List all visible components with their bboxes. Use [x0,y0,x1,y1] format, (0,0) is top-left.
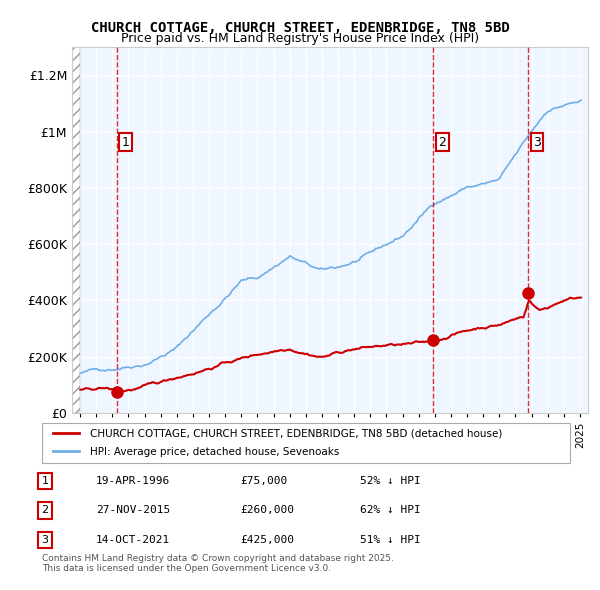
Text: HPI: Average price, detached house, Sevenoaks: HPI: Average price, detached house, Seve… [89,447,339,457]
Text: 27-NOV-2015: 27-NOV-2015 [96,506,170,515]
Text: 51% ↓ HPI: 51% ↓ HPI [360,535,421,545]
Text: CHURCH COTTAGE, CHURCH STREET, EDENBRIDGE, TN8 5BD (detached house): CHURCH COTTAGE, CHURCH STREET, EDENBRIDG… [89,429,502,439]
Bar [72,47,80,413]
Bar [72,47,80,413]
Text: Price paid vs. HM Land Registry's House Price Index (HPI): Price paid vs. HM Land Registry's House … [121,32,479,45]
Text: 14-OCT-2021: 14-OCT-2021 [96,535,170,545]
Text: 3: 3 [41,535,49,545]
Text: £425,000: £425,000 [240,535,294,545]
Text: 2: 2 [41,506,49,515]
Text: 19-APR-1996: 19-APR-1996 [96,476,170,486]
Text: £260,000: £260,000 [240,506,294,515]
Text: Contains HM Land Registry data © Crown copyright and database right 2025.
This d: Contains HM Land Registry data © Crown c… [42,554,394,573]
FancyBboxPatch shape [42,423,570,463]
Text: 62% ↓ HPI: 62% ↓ HPI [360,506,421,515]
Text: CHURCH COTTAGE, CHURCH STREET, EDENBRIDGE, TN8 5BD: CHURCH COTTAGE, CHURCH STREET, EDENBRIDG… [91,21,509,35]
Text: 1: 1 [41,476,49,486]
Text: £75,000: £75,000 [240,476,287,486]
Text: 3: 3 [533,136,541,149]
Text: 1: 1 [122,136,130,149]
Text: 52% ↓ HPI: 52% ↓ HPI [360,476,421,486]
Text: 2: 2 [438,136,446,149]
